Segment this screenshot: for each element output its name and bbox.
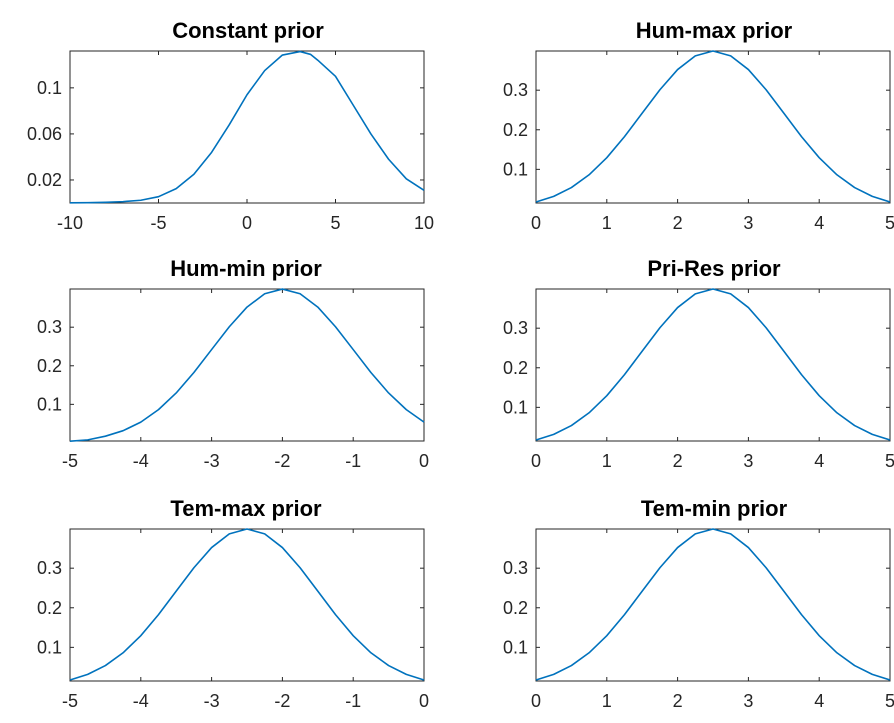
x-tick-label: 2 bbox=[673, 213, 683, 233]
y-tick-label: 0.1 bbox=[37, 394, 62, 414]
x-tick-label: -10 bbox=[57, 213, 83, 233]
y-tick-label: 0.1 bbox=[37, 637, 62, 657]
x-tick-label: 0 bbox=[531, 213, 541, 233]
x-tick-label: 0 bbox=[531, 691, 541, 711]
x-tick-label: -2 bbox=[274, 451, 290, 471]
panel-constant-prior: Constant prior -10 -5 0 5 10 0.02 0.06 0.1 bbox=[27, 18, 434, 233]
y-tick-label: 0.2 bbox=[37, 598, 62, 618]
series-line bbox=[535, 50, 891, 203]
x-tick-label: -3 bbox=[204, 691, 220, 711]
y-tick-label: 0.2 bbox=[37, 356, 62, 376]
axes-box bbox=[69, 50, 425, 204]
x-tick-label: 0 bbox=[242, 213, 252, 233]
x-tick-label: -1 bbox=[345, 691, 361, 711]
y-tick-label: 0.1 bbox=[37, 78, 62, 98]
series-line bbox=[535, 288, 891, 441]
y-tick-label: 0.3 bbox=[503, 80, 528, 100]
x-tick-label: 1 bbox=[602, 213, 612, 233]
x-tick-label: 0 bbox=[419, 691, 429, 711]
x-tick-label: 5 bbox=[330, 213, 340, 233]
x-tick-label: -4 bbox=[133, 451, 149, 471]
panel-title: Hum-min prior bbox=[170, 256, 322, 281]
x-tick-label: 1 bbox=[602, 691, 612, 711]
x-tick-label: 4 bbox=[814, 451, 824, 471]
y-tick-label: 0.06 bbox=[27, 124, 62, 144]
panel-tem-min-prior: Tem-min prior 0 1 2 3 4 5 0.1 0.2 0.3 bbox=[503, 496, 894, 711]
series-line bbox=[535, 528, 891, 681]
axes-box bbox=[535, 50, 891, 204]
x-tick-label: 4 bbox=[814, 691, 824, 711]
x-tick-label: -5 bbox=[62, 451, 78, 471]
x-tick-label: 0 bbox=[419, 451, 429, 471]
panel-hum-min-prior: Hum-min prior -5 -4 -3 -2 -1 0 0.1 0.2 0.3 bbox=[37, 256, 429, 471]
x-tick-label: 3 bbox=[743, 213, 753, 233]
series-line bbox=[69, 50, 425, 204]
y-tick-label: 0.1 bbox=[503, 159, 528, 179]
x-tick-label: 2 bbox=[673, 691, 683, 711]
x-tick-label: -3 bbox=[204, 451, 220, 471]
x-tick-label: 5 bbox=[885, 451, 894, 471]
y-tick-label: 0.2 bbox=[503, 120, 528, 140]
axes-box bbox=[535, 528, 891, 682]
y-tick-label: 0.3 bbox=[37, 558, 62, 578]
x-tick-label: -1 bbox=[345, 451, 361, 471]
y-tick-label: 0.3 bbox=[503, 558, 528, 578]
axes-box bbox=[535, 288, 891, 442]
y-tick-label: 0.1 bbox=[503, 397, 528, 417]
panel-title: Constant prior bbox=[172, 18, 324, 43]
y-tick-label: 0.2 bbox=[503, 598, 528, 618]
axes-box bbox=[69, 528, 425, 682]
x-tick-label: 10 bbox=[414, 213, 434, 233]
series-line bbox=[69, 288, 425, 443]
x-tick-label: 3 bbox=[743, 451, 753, 471]
panel-title: Pri-Res prior bbox=[647, 256, 781, 281]
x-tick-label: 5 bbox=[885, 691, 894, 711]
x-tick-label: -5 bbox=[62, 691, 78, 711]
y-tick-label: 0.02 bbox=[27, 170, 62, 190]
panel-title: Tem-max prior bbox=[170, 496, 322, 521]
axes-box bbox=[69, 288, 425, 442]
x-tick-label: 1 bbox=[602, 451, 612, 471]
panel-title: Hum-max prior bbox=[636, 18, 793, 43]
x-tick-label: 4 bbox=[814, 213, 824, 233]
x-tick-label: 5 bbox=[885, 213, 894, 233]
y-tick-label: 0.2 bbox=[503, 358, 528, 378]
panel-pri-res-prior: Pri-Res prior 0 1 2 3 4 5 0.1 0.2 0.3 bbox=[503, 256, 894, 471]
series-line bbox=[69, 528, 425, 681]
y-tick-label: 0.3 bbox=[503, 318, 528, 338]
x-tick-label: -4 bbox=[133, 691, 149, 711]
x-tick-label: -5 bbox=[150, 213, 166, 233]
x-tick-label: -2 bbox=[274, 691, 290, 711]
panel-title: Tem-min prior bbox=[641, 496, 788, 521]
panel-tem-max-prior: Tem-max prior -5 -4 -3 -2 -1 0 0.1 0.2 0.3 bbox=[37, 496, 429, 711]
y-tick-label: 0.1 bbox=[503, 637, 528, 657]
y-tick-label: 0.3 bbox=[37, 317, 62, 337]
panel-hum-max-prior: Hum-max prior 0 1 2 3 4 5 0.1 0.2 0.3 bbox=[503, 18, 894, 233]
x-tick-label: 3 bbox=[743, 691, 753, 711]
x-tick-label: 0 bbox=[531, 451, 541, 471]
x-tick-label: 2 bbox=[673, 451, 683, 471]
